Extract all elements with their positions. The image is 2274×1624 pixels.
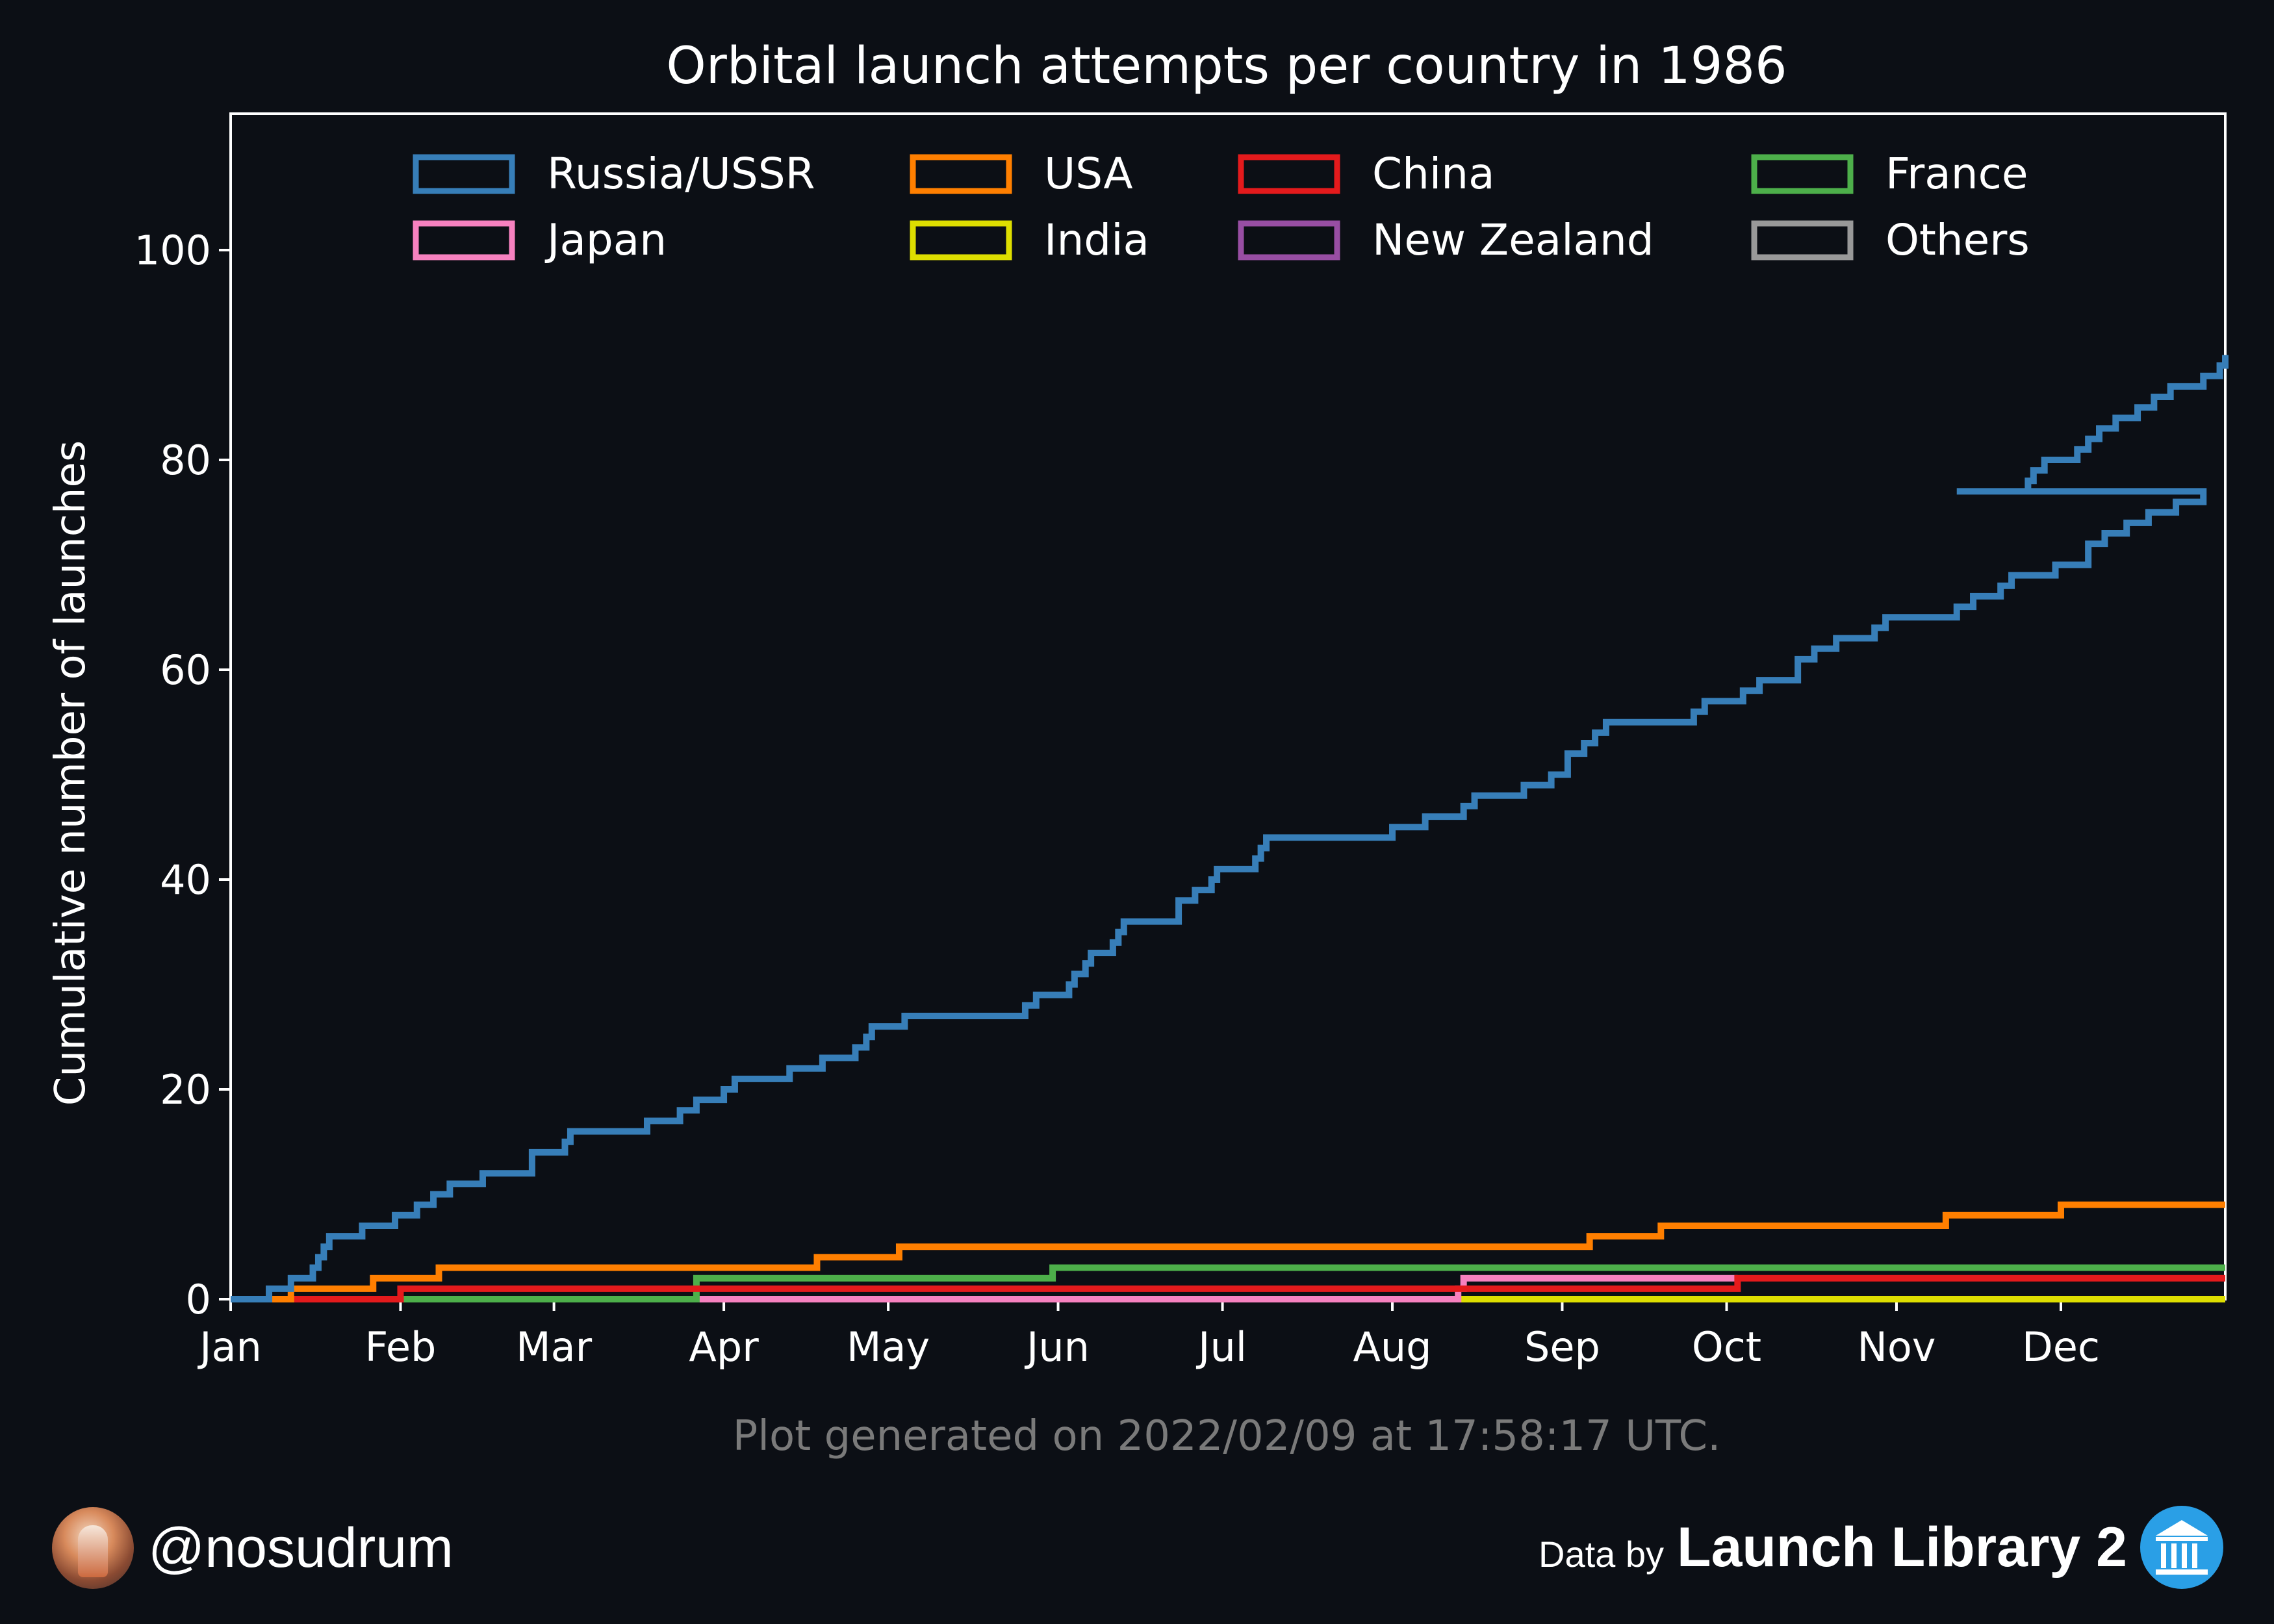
x-tick-label: Apr [689,1323,759,1371]
series-line-france [231,1264,2225,1302]
series-line-usa [231,1201,2225,1302]
x-tick-label: Jul [1195,1323,1247,1371]
legend-swatch [910,220,1012,260]
y-tick-label: 60 [160,646,211,694]
legend-label: USA [1044,149,1133,199]
legend-label: Russia/USSR [547,149,815,199]
legend-swatch [1238,220,1340,260]
author-handle[interactable]: @nosudrum [148,1516,454,1579]
legend-swatch [910,154,1012,194]
data-by-label: Data by [1539,1533,1665,1575]
avatar [52,1507,134,1589]
data-source-credit: Data by Launch Library 2 [1539,1506,2223,1589]
x-tick-label: Sep [1524,1323,1600,1371]
plot-area: 0 20 40 60 80 100 Jan Feb Mar Apr May Jun Jul Aug Sep O… [134,112,2229,1371]
series-line-china [231,1275,2225,1302]
series-line-russia-ussr [231,355,2229,1302]
legend-label: Japan [544,215,667,265]
x-tick-label: Dec [2022,1323,2100,1371]
legend-swatch [413,220,515,260]
chart-title: Orbital launch attempts per country in 1… [666,37,1787,95]
author-credit: @nosudrum [52,1507,454,1589]
x-tick-label: Feb [365,1323,437,1371]
y-tick-label: 80 [160,437,211,484]
legend-label: France [1885,149,2028,199]
legend-label: New Zealand [1372,215,1654,265]
x-tick-label: May [847,1323,930,1371]
y-tick-label: 100 [134,227,211,274]
y-tick-label: 40 [160,856,211,904]
launch-library-logo-icon [2140,1506,2223,1589]
legend-swatch [1751,220,1854,260]
plot-frame [229,112,2227,1300]
y-tick-label: 20 [160,1066,211,1113]
x-tick-label: Aug [1353,1323,1431,1371]
legend-label: China [1372,149,1495,199]
x-tick-label: Oct [1692,1323,1761,1371]
x-tick-label: Jun [1024,1323,1090,1371]
legend-swatch [413,154,515,194]
launch-library-brand[interactable]: Launch Library 2 [1677,1516,2127,1579]
legend-swatch [1238,154,1340,194]
legend-swatch [1751,154,1854,194]
y-tick-label: 0 [186,1276,211,1323]
generated-note: Plot generated on 2022/02/09 at 17:58:17… [733,1412,1721,1460]
y-axis-label: Cumulative number of launches [47,440,95,1106]
x-tick-label: Mar [516,1323,592,1371]
x-tick-label: Nov [1857,1323,1935,1371]
legend-label: Others [1885,215,2030,265]
x-tick-label: Jan [197,1323,262,1371]
legend-label: India [1044,215,1149,265]
